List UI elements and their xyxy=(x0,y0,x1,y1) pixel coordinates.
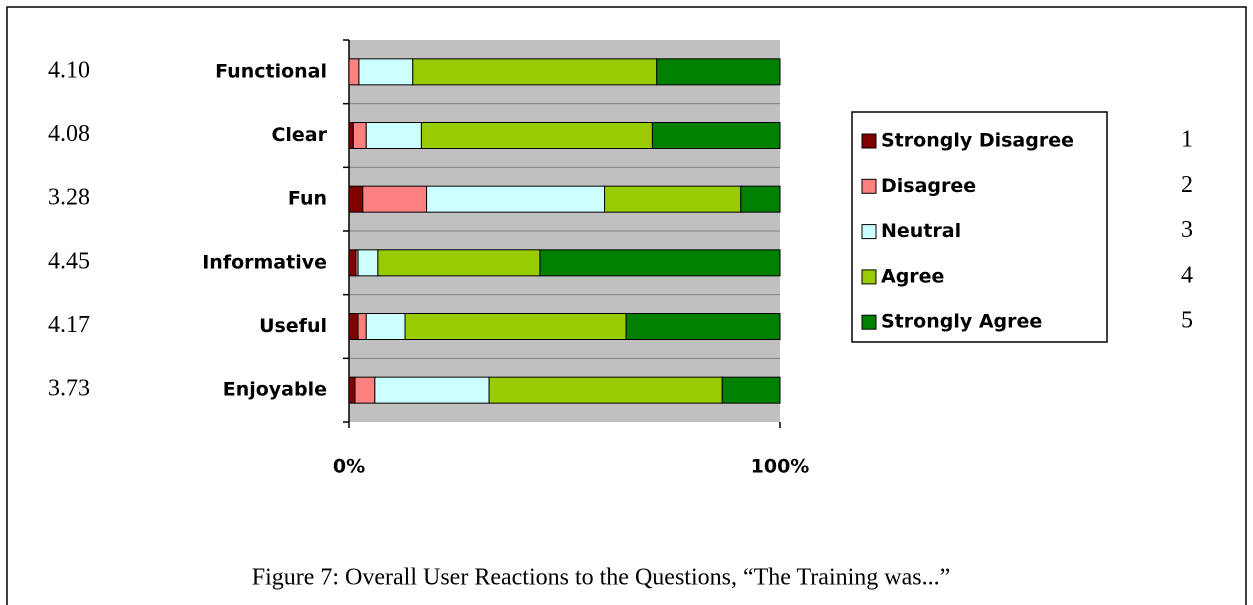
bar-segment xyxy=(412,58,658,86)
bar-segment xyxy=(348,58,360,86)
legend-label: Strongly Disagree xyxy=(881,130,1074,152)
x-tick-label: 0% xyxy=(333,456,365,478)
category-label: Informative xyxy=(202,251,327,273)
bar-segment xyxy=(354,376,376,404)
legend-label: Agree xyxy=(881,265,944,287)
bar-segment xyxy=(348,313,359,340)
legend xyxy=(851,111,1108,343)
bar-segment xyxy=(656,58,781,86)
category-label: Useful xyxy=(259,315,327,337)
row-score: 4.45 xyxy=(48,248,90,274)
scale-value: 5 xyxy=(1181,308,1193,334)
scale-value: 1 xyxy=(1181,127,1193,153)
legend-swatch xyxy=(861,133,877,149)
row-score: 4.10 xyxy=(48,57,90,83)
frame xyxy=(6,6,1247,605)
row-score: 3.73 xyxy=(48,376,90,402)
bar-segment xyxy=(651,122,781,149)
x-tick-label: 100% xyxy=(751,456,810,478)
bar-segment xyxy=(374,376,490,404)
legend-label: Neutral xyxy=(881,220,961,242)
legend-label: Disagree xyxy=(881,175,976,197)
bar-segment xyxy=(348,122,354,149)
scale-value: 4 xyxy=(1181,262,1193,288)
bar-segment xyxy=(352,122,367,149)
row-score: 4.08 xyxy=(48,121,90,147)
bar-segment xyxy=(362,185,428,213)
category-label: Enjoyable xyxy=(223,379,327,401)
row-score: 4.17 xyxy=(48,312,90,338)
category-label: Fun xyxy=(288,188,327,210)
caption: Figure 7: Overall User Reactions to the … xyxy=(252,565,951,591)
bar-segment xyxy=(358,58,414,86)
bar-segment xyxy=(740,185,781,213)
legend-swatch xyxy=(861,224,877,240)
bar-segment xyxy=(426,185,606,213)
bar-segment xyxy=(365,313,406,340)
bar-segment xyxy=(404,313,627,340)
category-label: Clear xyxy=(271,124,327,146)
scale-value: 3 xyxy=(1181,217,1193,243)
bar-segment xyxy=(625,313,781,340)
legend-swatch xyxy=(861,269,877,285)
row-score: 3.28 xyxy=(48,185,90,211)
bar-segment xyxy=(365,122,422,149)
bar-segment xyxy=(348,185,364,213)
legend-swatch xyxy=(861,178,877,194)
bar-segment xyxy=(539,249,781,277)
bar-segment xyxy=(721,376,781,404)
bar-segment xyxy=(604,185,742,213)
bar-segment xyxy=(488,376,723,404)
legend-label: Strongly Agree xyxy=(881,311,1042,333)
bar-segment xyxy=(357,249,379,277)
bar-segment xyxy=(348,376,356,404)
category-label: Functional xyxy=(215,60,327,82)
bar-segment xyxy=(348,249,357,277)
bar-segment xyxy=(357,313,367,340)
legend-swatch xyxy=(861,314,877,330)
bar-segment xyxy=(420,122,653,149)
scale-value: 2 xyxy=(1181,172,1193,198)
bar-segment xyxy=(377,249,541,277)
